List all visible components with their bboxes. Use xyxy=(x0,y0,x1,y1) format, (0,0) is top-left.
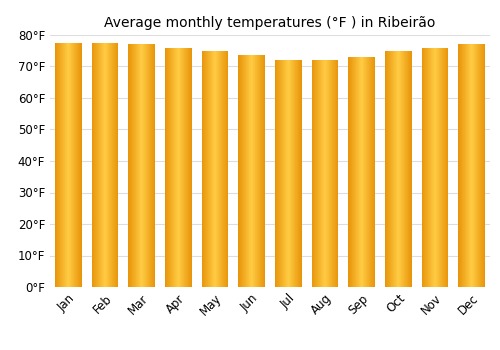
Title: Average monthly temperatures (°F ) in Ribeirão: Average monthly temperatures (°F ) in Ri… xyxy=(104,16,436,30)
